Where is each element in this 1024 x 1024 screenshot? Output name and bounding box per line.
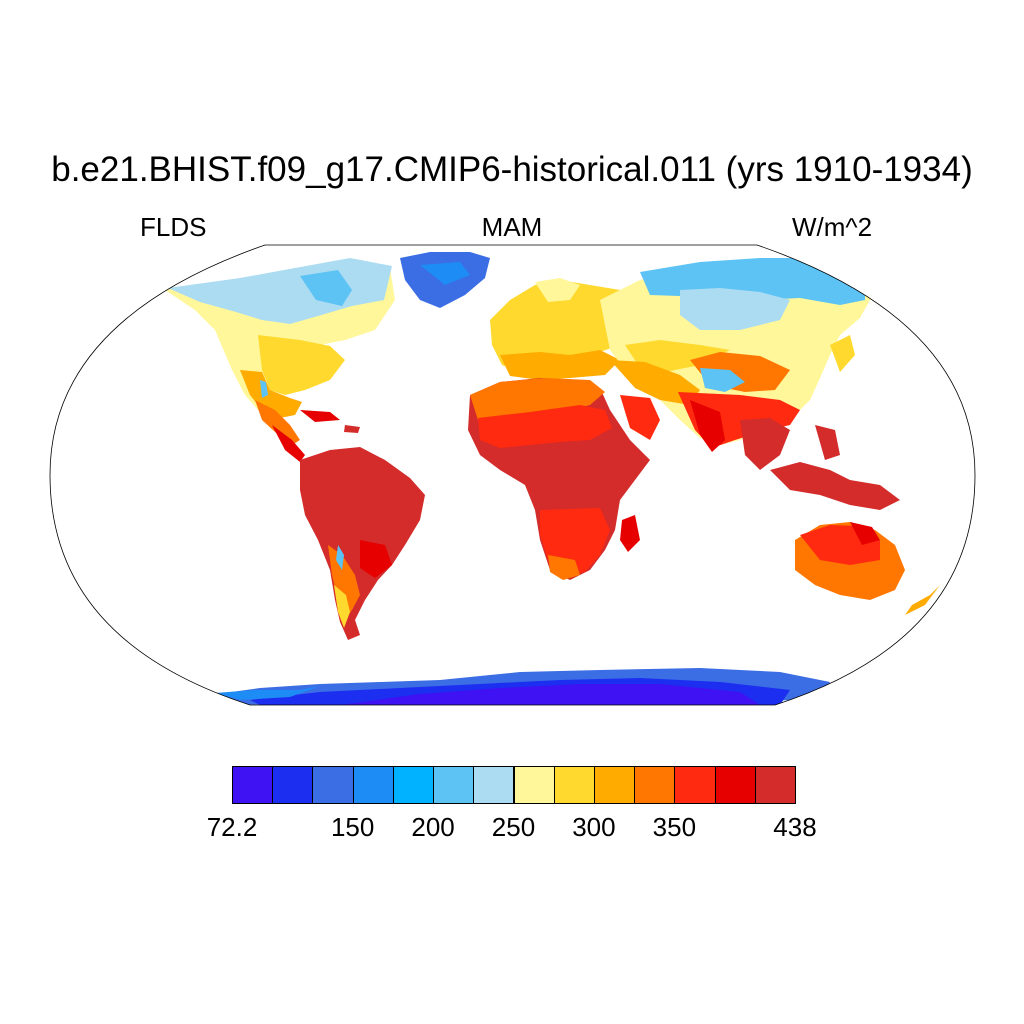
colorbar-swatch — [553, 766, 595, 804]
colorbar-swatch — [312, 766, 354, 804]
maritime-continent — [770, 425, 900, 510]
colorbar-swatch — [593, 766, 636, 804]
colorbar-swatch — [232, 766, 274, 804]
colorbar-swatch — [634, 766, 676, 804]
colorbar-swatch — [754, 766, 796, 804]
australia — [795, 522, 905, 600]
colorbar-swatch — [473, 766, 515, 804]
colorbar-swatch — [513, 766, 555, 804]
asia — [600, 258, 875, 470]
africa — [468, 378, 650, 580]
colorbar-tick-label: 150 — [330, 812, 375, 842]
colorbar-swatch — [714, 766, 756, 804]
plot-title: b.e21.BHIST.f09_g17.CMIP6-historical.011… — [51, 150, 973, 189]
units-label: W/m^2 — [792, 212, 873, 242]
north-america — [165, 258, 395, 462]
season-label: MAM — [481, 212, 543, 242]
colorbar-swatch — [352, 766, 394, 804]
colorbar-swatch — [674, 766, 716, 804]
colorbar-tick-label: 72.2 — [206, 812, 258, 842]
antarctica — [210, 668, 830, 705]
colorbar-tick-label: 200 — [411, 812, 455, 842]
south-america — [300, 447, 425, 640]
colorbar-tick-label: 350 — [652, 812, 697, 842]
colorbar-swatch — [272, 766, 314, 804]
colorbar-tick-label: 300 — [572, 812, 616, 842]
variable-label: FLDS — [140, 212, 207, 242]
colorbar-swatch — [392, 766, 435, 804]
colorbar-tick-label: 250 — [491, 812, 536, 842]
map-border — [49, 244, 976, 706]
colorbar-tick-label: 438 — [773, 812, 817, 842]
colorbar-swatch — [433, 766, 475, 804]
